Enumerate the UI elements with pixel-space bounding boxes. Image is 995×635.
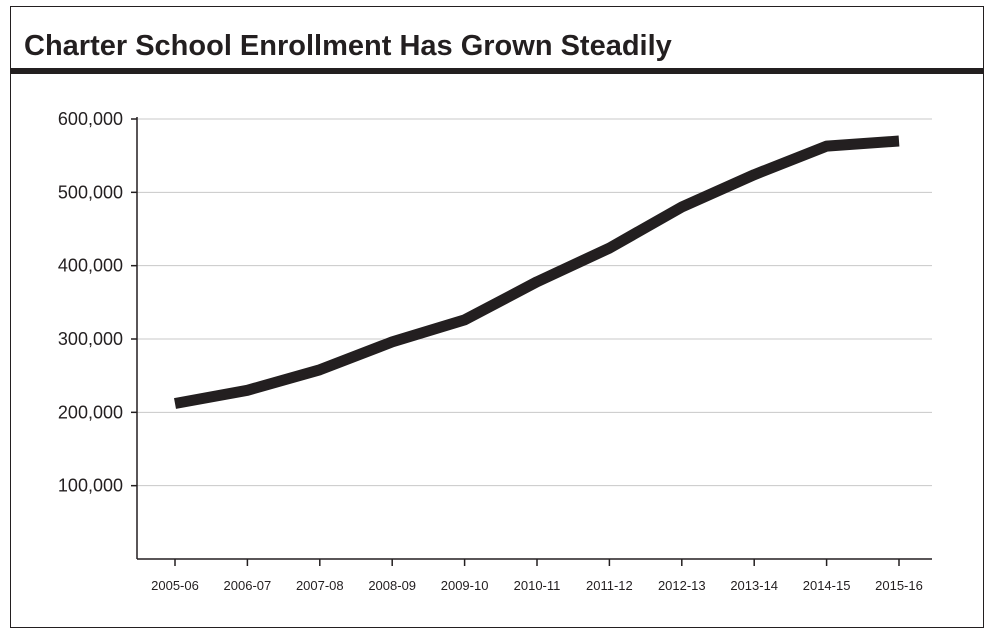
- x-tick-label-10: 2015-16: [875, 578, 923, 593]
- x-tick-label-9: 2014-15: [803, 578, 851, 593]
- x-tick-label-6: 2011-12: [586, 578, 633, 593]
- gridlines: [137, 118, 932, 487]
- x-tick-label-5: 2010-11: [514, 578, 561, 593]
- y-tick-label-4: 500,000: [58, 182, 123, 202]
- title-rule: [11, 68, 983, 74]
- y-axis-ticks: 100,000 200,000 300,000 400,000 500,000 600,0…: [58, 109, 137, 496]
- y-tick-label-0: 100,000: [58, 476, 123, 496]
- y-tick-label-1: 200,000: [58, 402, 123, 422]
- y-tick-label-2: 300,000: [58, 329, 123, 349]
- series-group: [174, 135, 900, 409]
- chart-frame: [10, 6, 984, 628]
- x-tick-label-1: 2006-07: [224, 578, 272, 593]
- x-tick-label-3: 2008-09: [368, 578, 416, 593]
- y-tick-label-3: 400,000: [58, 256, 123, 276]
- axes: [136, 117, 932, 560]
- y-tick-label-5: 600,000: [58, 109, 123, 129]
- series-line-0: [174, 135, 900, 409]
- x-tick-label-7: 2012-13: [658, 578, 706, 593]
- x-tick-label-0: 2005-06: [151, 578, 199, 593]
- x-tick-label-8: 2013-14: [730, 578, 778, 593]
- x-tick-label-4: 2009-10: [441, 578, 489, 593]
- x-tick-label-2: 2007-08: [296, 578, 344, 593]
- chart-title: Charter School Enrollment Has Grown Stea…: [24, 30, 672, 62]
- x-axis-ticks: 2005-06 2006-07 2007-08 2008-09 2009-10 2010-…: [151, 559, 923, 593]
